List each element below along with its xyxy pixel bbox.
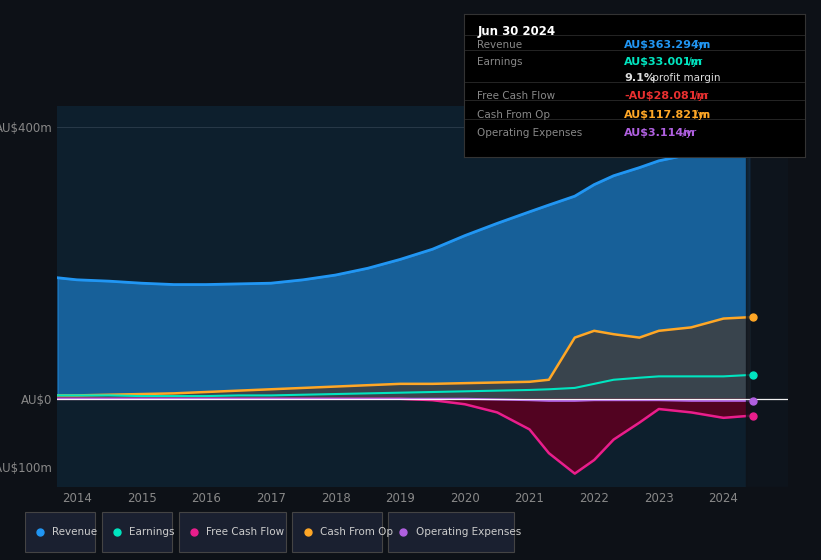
Text: Earnings: Earnings <box>130 527 175 537</box>
FancyBboxPatch shape <box>25 512 95 552</box>
Text: Free Cash Flow: Free Cash Flow <box>478 91 556 101</box>
Text: /yr: /yr <box>679 128 696 138</box>
Text: Operating Expenses: Operating Expenses <box>415 527 521 537</box>
Text: Cash From Op: Cash From Op <box>320 527 393 537</box>
FancyBboxPatch shape <box>179 512 287 552</box>
Text: Operating Expenses: Operating Expenses <box>478 128 583 138</box>
Text: -AU$28.081m: -AU$28.081m <box>624 91 708 101</box>
Text: AU$33.001m: AU$33.001m <box>624 57 703 67</box>
Text: profit margin: profit margin <box>649 73 720 82</box>
FancyBboxPatch shape <box>292 512 382 552</box>
Text: Revenue: Revenue <box>478 40 523 50</box>
Text: Free Cash Flow: Free Cash Flow <box>206 527 284 537</box>
Text: Cash From Op: Cash From Op <box>478 110 551 120</box>
Text: Jun 30 2024: Jun 30 2024 <box>478 25 556 39</box>
FancyBboxPatch shape <box>388 512 514 552</box>
FancyBboxPatch shape <box>102 512 172 552</box>
Text: /yr: /yr <box>691 91 709 101</box>
Text: /yr: /yr <box>686 57 703 67</box>
Bar <box>746 106 820 487</box>
Text: AU$3.114m: AU$3.114m <box>624 128 695 138</box>
Text: 9.1%: 9.1% <box>624 73 655 82</box>
Text: AU$363.294m: AU$363.294m <box>624 40 711 50</box>
Text: /yr: /yr <box>691 40 709 50</box>
Text: Revenue: Revenue <box>53 527 98 537</box>
Text: /yr: /yr <box>691 110 709 120</box>
Text: Earnings: Earnings <box>478 57 523 67</box>
Text: AU$117.821m: AU$117.821m <box>624 110 711 120</box>
